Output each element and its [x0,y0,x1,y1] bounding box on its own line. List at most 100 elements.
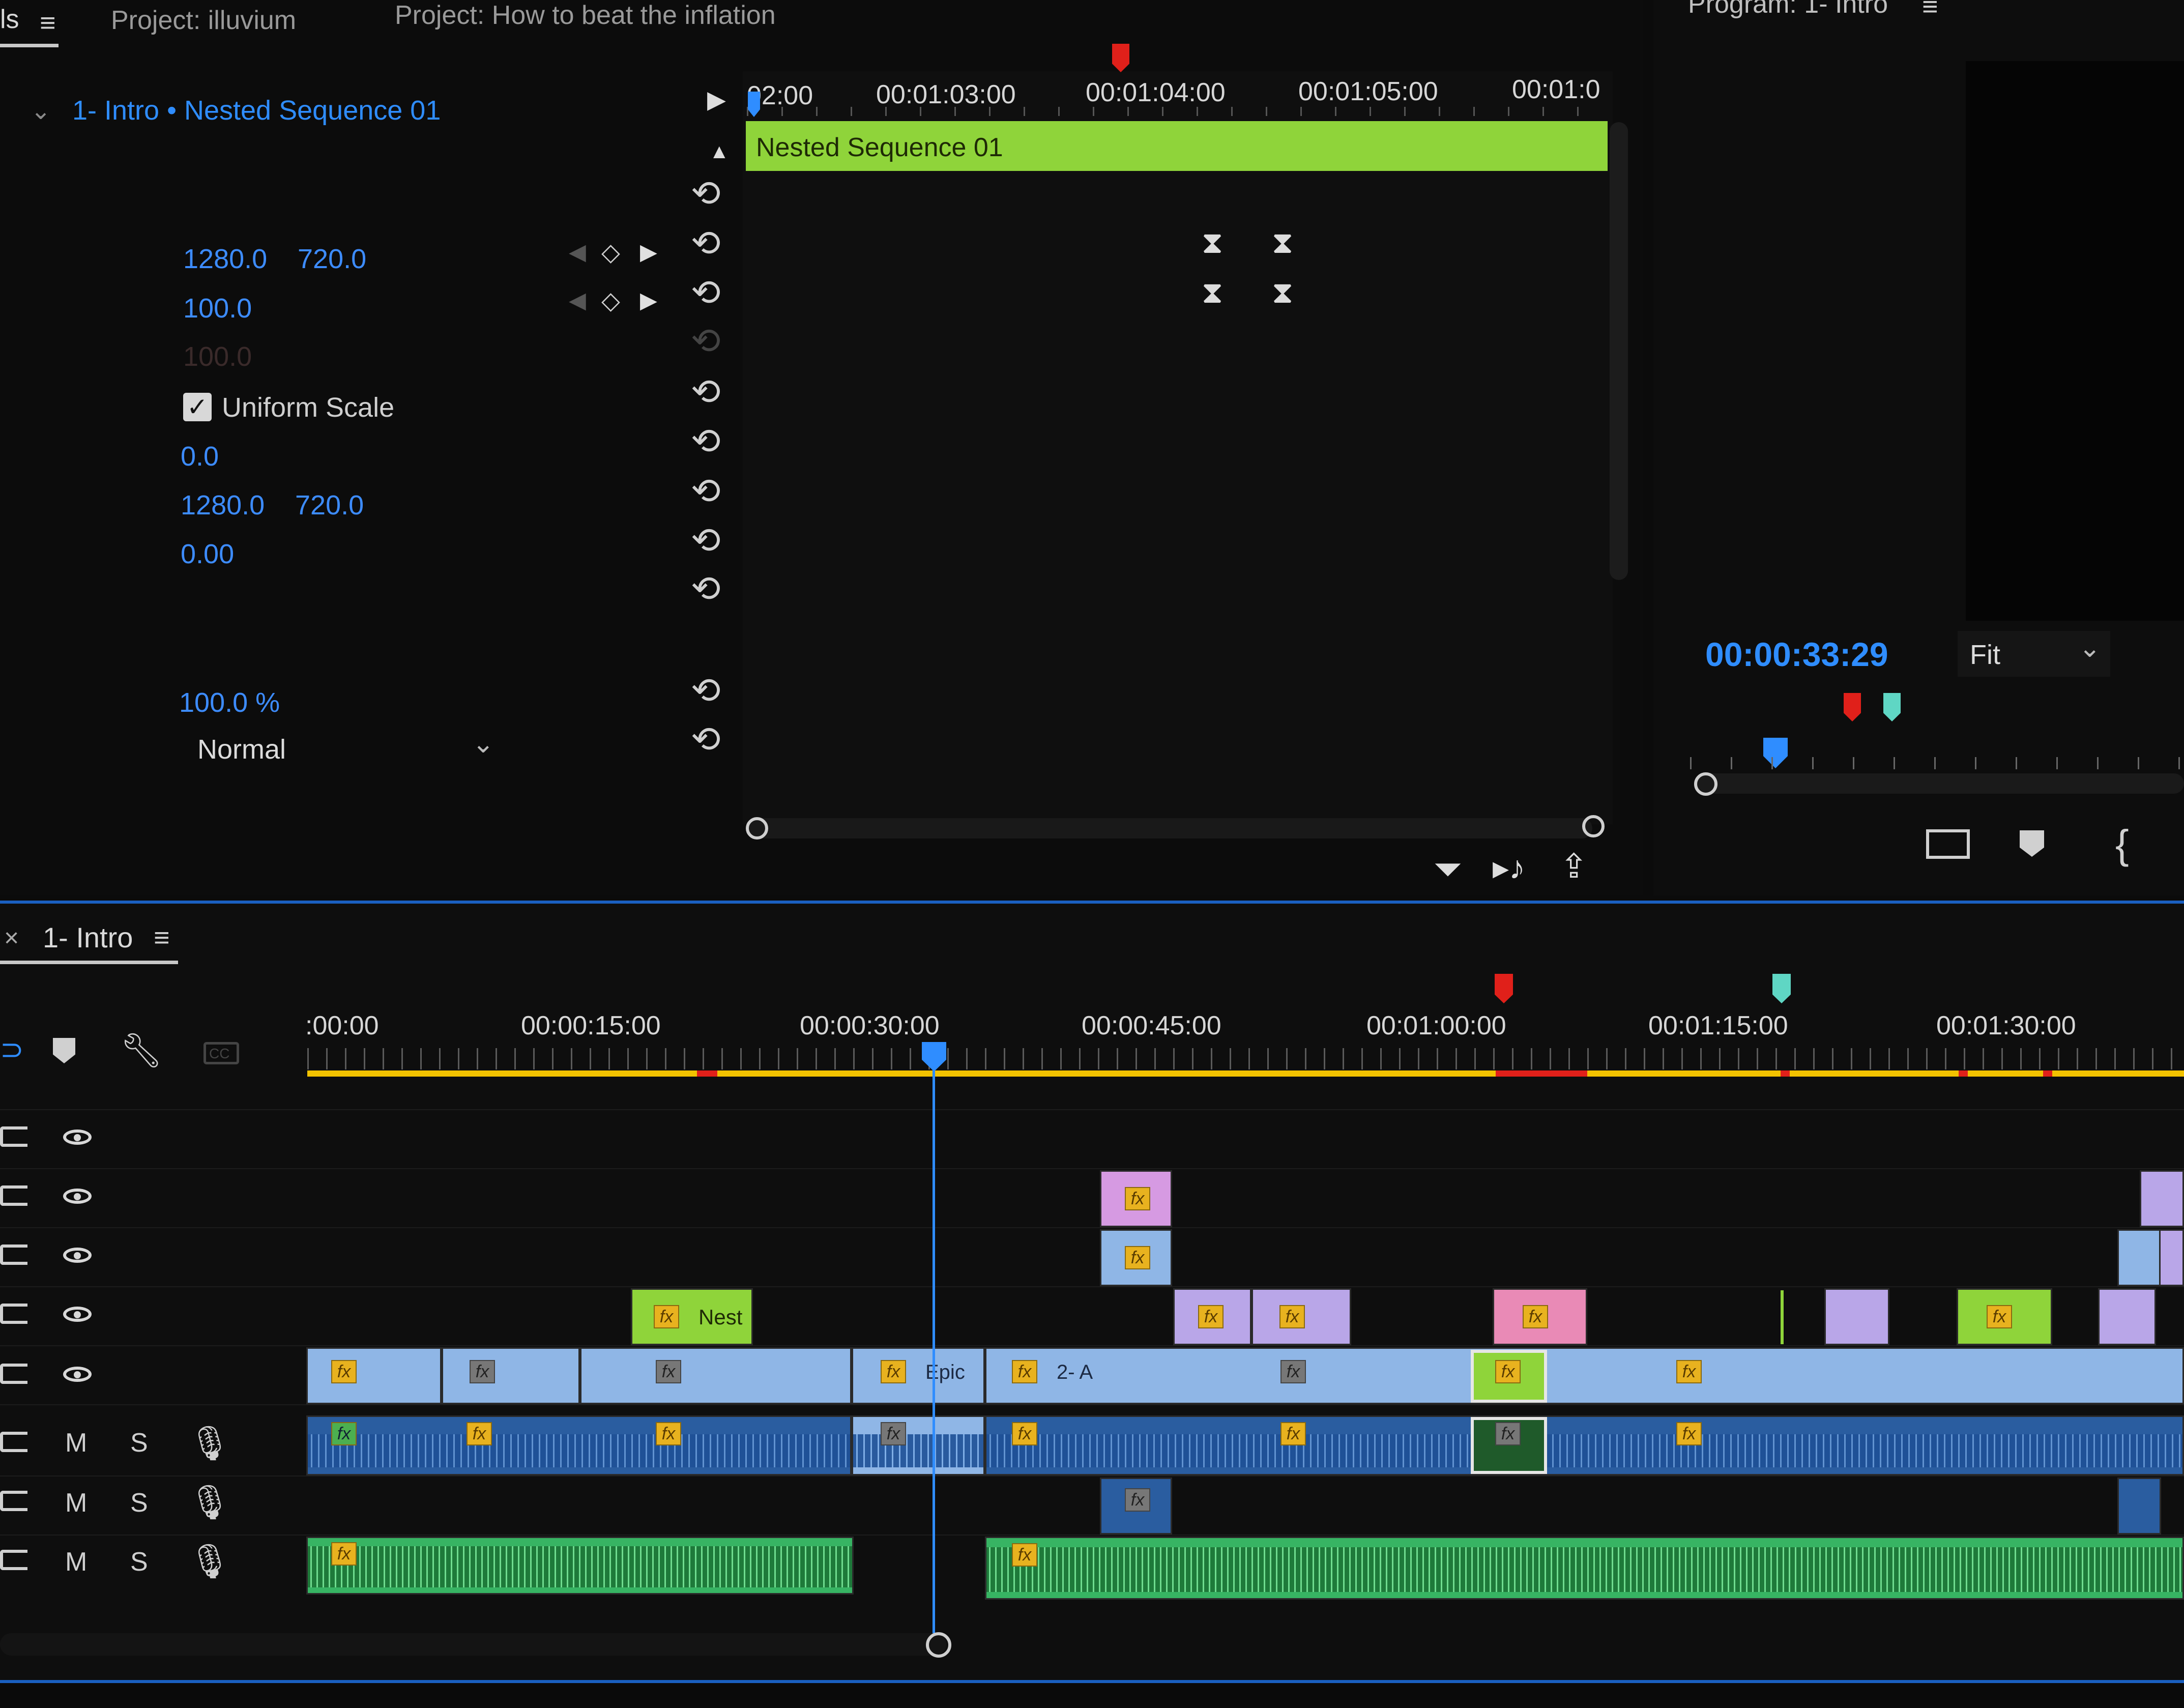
video-clip[interactable] [2140,1170,2184,1227]
reset-icon[interactable]: ⟲ [691,719,721,759]
reset-icon[interactable]: ⟲ [691,471,721,511]
eye-icon[interactable] [63,1307,92,1322]
timeline-tab-label[interactable]: 1- Intro [43,921,133,953]
snap-icon[interactable]: ⊃ [0,1033,24,1065]
audio-clip[interactable]: fx [1100,1478,1172,1535]
mini-timeline-scrollbar[interactable] [1610,122,1628,580]
panel-menu-icon[interactable]: ≡ [40,8,56,38]
microphone-icon[interactable]: 🎙︎ [188,1483,231,1521]
reset-icon[interactable]: ⟲ [691,520,721,560]
panel-menu-icon[interactable]: ≡ [154,922,170,953]
chevron-down-icon[interactable]: ⌄ [2079,633,2101,663]
video-clip[interactable]: fx [1251,1288,1351,1345]
track-output-icon[interactable] [0,1244,27,1265]
video-clip[interactable]: fx [580,1347,852,1404]
export-icon[interactable]: ⇪ [1560,847,1588,885]
music-clip[interactable]: fx [985,1537,2184,1600]
track-output-icon[interactable] [0,1185,27,1206]
video-clip[interactable] [2098,1288,2156,1345]
tab-project-inflation[interactable]: Project: How to beat the inflation [395,1,776,30]
reset-icon[interactable]: ⟲ [691,372,721,412]
track-output-icon[interactable] [0,1364,27,1384]
track-output-icon[interactable] [0,1491,27,1511]
eye-icon[interactable] [63,1189,92,1204]
eye-icon[interactable] [63,1130,92,1145]
video-clip[interactable]: fx [1957,1288,2052,1345]
position-x-value[interactable]: 1280.0 [183,244,268,274]
track-output-icon[interactable] [0,1550,27,1570]
solo-button[interactable]: S [130,1488,148,1518]
tab-project-illuvium[interactable]: Project: illuvium [111,6,297,35]
zoom-handle-left-icon[interactable] [1694,772,1717,796]
safe-margins-icon[interactable] [1926,829,1970,859]
mute-button[interactable]: M [65,1428,88,1458]
mark-in-icon[interactable]: { [2115,822,2129,867]
play-triangle-icon[interactable]: ▶ [707,86,726,113]
reset-icon[interactable]: ⟲ [691,223,721,263]
chevron-down-icon[interactable]: ⌄ [472,729,494,759]
position-y-value[interactable]: 720.0 [298,244,367,274]
microphone-icon[interactable]: 🎙︎ [188,1542,231,1580]
zoom-scrollbar[interactable] [748,818,1592,838]
scroll-up-icon[interactable]: ▲ [709,140,730,163]
next-keyframe-icon[interactable]: ▶ [640,288,657,313]
zoom-handle-icon[interactable] [926,1632,951,1658]
anchor-x-value[interactable]: 1280.0 [181,490,265,520]
solo-button[interactable]: S [130,1428,148,1458]
timeline-playhead-line[interactable] [933,1068,935,1633]
rotation-value[interactable]: 0.0 [181,441,219,472]
panel-menu-icon[interactable]: ≡ [1922,0,1938,22]
nested-sequence-clip[interactable]: Nested Sequence 01 [746,121,1608,171]
zoom-select[interactable] [1958,631,2110,677]
mute-button[interactable]: M [65,1547,88,1577]
uniform-scale-checkbox[interactable]: ✓ [183,393,212,421]
music-clip[interactable]: fx [306,1537,854,1595]
reset-icon[interactable]: ⟲ [691,273,721,312]
microphone-icon[interactable]: 🎙︎ [188,1424,231,1462]
mute-button[interactable]: M [65,1488,88,1518]
blend-mode-select[interactable]: Normal [197,734,286,765]
eye-icon[interactable] [63,1367,92,1382]
timeline-horizontal-scrollbar[interactable] [0,1633,946,1656]
program-monitor-title[interactable]: Program: 1- Intro [1688,0,1888,19]
video-clip[interactable]: fx [1100,1229,1172,1286]
program-timecode[interactable]: 00:00:33:29 [1705,635,1888,673]
add-keyframe-icon[interactable]: ◇ [601,239,620,266]
video-clip[interactable]: fx [1100,1170,1172,1227]
eye-icon[interactable] [63,1248,92,1263]
next-keyframe-icon[interactable]: ▶ [640,240,657,265]
opacity-value[interactable]: 100.0 % [179,687,280,718]
timeline-close-icon[interactable]: × [4,923,19,952]
filter-icon[interactable]: ⏷ [1434,849,1462,889]
reset-icon[interactable]: ⟲ [691,421,721,461]
nest-clip[interactable]: fx Nest [631,1288,753,1345]
captions-icon[interactable]: CC [203,1042,239,1064]
add-keyframe-icon[interactable]: ◇ [601,287,620,314]
track-output-icon[interactable] [0,1126,27,1147]
prev-keyframe-icon[interactable]: ◀ [569,288,586,313]
prev-keyframe-icon[interactable]: ◀ [569,240,586,265]
solo-button[interactable]: S [130,1547,148,1577]
scale-value[interactable]: 100.0 [183,293,252,324]
audio-clip[interactable]: fx fx fx [306,1415,852,1475]
audio-clip[interactable]: fx fx fx fx [985,1415,2184,1475]
program-scrollbar[interactable] [1697,773,2184,794]
zoom-handle-right-icon[interactable] [1582,815,1605,837]
video-clip[interactable] [2117,1229,2161,1286]
video-clip[interactable]: fx [1173,1288,1251,1345]
video-clip[interactable]: fx [1493,1288,1587,1345]
reset-icon[interactable]: ⟲ [691,671,721,710]
antiflicker-value[interactable]: 0.00 [181,539,235,569]
video-clip[interactable]: fx [442,1347,580,1404]
collapse-chevron-icon[interactable]: ⌄ [31,98,51,125]
epic-clip[interactable]: fx Epic [852,1347,985,1404]
track-output-icon[interactable] [0,1432,27,1452]
video-clip[interactable] [2159,1229,2184,1286]
effects-tab[interactable]: ls [0,5,19,34]
2a-clip[interactable]: fx 2- A fx fx fx [985,1347,2184,1404]
video-clip[interactable] [1824,1288,1889,1345]
audio-clip[interactable]: fx [852,1415,985,1475]
wrench-icon[interactable]: 🔧︎ [120,1031,163,1069]
track-output-icon[interactable] [0,1304,27,1324]
zoom-handle-left-icon[interactable] [746,817,768,839]
